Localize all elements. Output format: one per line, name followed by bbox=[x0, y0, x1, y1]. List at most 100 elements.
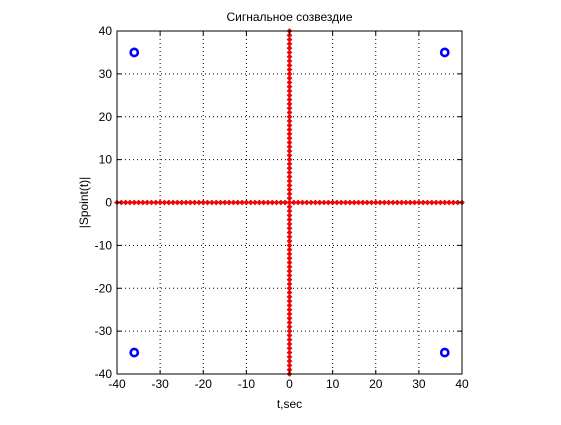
data-markers bbox=[114, 28, 465, 377]
diamond-point bbox=[247, 199, 254, 206]
y-tick-label: 40 bbox=[99, 24, 113, 38]
diamond-point bbox=[286, 126, 293, 133]
diamond-point bbox=[170, 199, 177, 206]
diamond-point bbox=[286, 259, 293, 266]
diamond-point bbox=[286, 358, 293, 365]
diamond-point bbox=[286, 311, 293, 317]
diamond-point bbox=[286, 212, 293, 219]
diamond-point bbox=[286, 220, 293, 227]
diamond-point bbox=[342, 199, 349, 206]
diamond-point bbox=[264, 199, 271, 206]
diamond-point bbox=[157, 199, 164, 206]
diamond-point bbox=[450, 199, 457, 206]
diamond-point bbox=[286, 178, 293, 185]
diamond-point bbox=[424, 199, 431, 206]
diamond-point bbox=[402, 199, 409, 206]
diamond-point bbox=[139, 199, 146, 206]
diamond-point bbox=[286, 332, 293, 339]
diamond-point bbox=[200, 199, 207, 206]
diamond-point bbox=[381, 199, 388, 206]
diamond-point bbox=[286, 216, 293, 223]
y-axis-label: |Spoint(t)| bbox=[77, 177, 91, 229]
diamond-point bbox=[152, 199, 159, 206]
diamond-point bbox=[407, 199, 414, 206]
diamond-point bbox=[277, 199, 284, 206]
diamond-point bbox=[338, 199, 345, 206]
diamond-point bbox=[286, 186, 293, 193]
diamond-point bbox=[346, 199, 353, 206]
y-tick-label: -20 bbox=[95, 281, 113, 295]
diamond-point bbox=[286, 362, 293, 369]
diamond-point bbox=[286, 293, 293, 300]
diamond-point bbox=[390, 199, 396, 206]
diamond-point bbox=[256, 199, 263, 206]
diamond-point bbox=[286, 242, 293, 249]
diamond-point bbox=[286, 66, 293, 73]
diamond-point bbox=[420, 199, 427, 206]
diamond-point bbox=[286, 281, 293, 287]
diamond-point bbox=[286, 75, 293, 82]
diamond-point bbox=[174, 199, 181, 206]
diamond-point bbox=[286, 208, 293, 215]
x-tick-label: -20 bbox=[195, 377, 213, 391]
diamond-point bbox=[286, 58, 293, 64]
diamond-point bbox=[394, 199, 401, 206]
diamond-point bbox=[286, 238, 293, 245]
diamond-point bbox=[433, 199, 440, 206]
diamond-point bbox=[286, 143, 293, 150]
diamond-point bbox=[286, 45, 293, 52]
diamond-point bbox=[368, 199, 375, 206]
diamond-point bbox=[273, 199, 280, 206]
diamond-point bbox=[230, 199, 237, 206]
diamond-point bbox=[118, 199, 125, 206]
diamond-point bbox=[204, 199, 211, 206]
diamond-point bbox=[234, 199, 241, 206]
diamond-point bbox=[437, 199, 444, 206]
constellation-point bbox=[129, 47, 140, 58]
diamond-point bbox=[195, 199, 202, 206]
diamond-point bbox=[286, 53, 293, 60]
diamond-point bbox=[286, 100, 293, 107]
diamond-point bbox=[286, 83, 293, 90]
axis-ticks: -40 -30 -20 -10 0 10 20 30 40 -40 -30 -20 -10 0 10 20 30… bbox=[95, 24, 469, 391]
diamond-point bbox=[286, 246, 293, 253]
diamond-point bbox=[183, 199, 189, 206]
diamond-point bbox=[191, 199, 198, 206]
diamond-point bbox=[286, 139, 293, 146]
diamond-point bbox=[286, 40, 293, 47]
diamond-point bbox=[282, 199, 289, 206]
diamond-point bbox=[286, 225, 293, 232]
diamond-point bbox=[161, 199, 168, 206]
x-tick-label: 20 bbox=[369, 377, 383, 391]
diamond-point bbox=[239, 199, 246, 206]
diamond-point bbox=[243, 199, 250, 206]
diamond-point bbox=[295, 199, 302, 206]
diamond-point bbox=[286, 109, 293, 116]
diamond-point bbox=[286, 345, 293, 352]
diamond-point bbox=[148, 199, 155, 206]
diamond-point bbox=[286, 272, 293, 279]
diamond-point bbox=[126, 199, 133, 206]
y-tick-label: -10 bbox=[95, 238, 113, 252]
diamond-point bbox=[441, 199, 448, 206]
diamond-point bbox=[454, 199, 461, 206]
diamond-point bbox=[286, 62, 293, 69]
diamond-point bbox=[286, 255, 293, 262]
diamond-point bbox=[286, 336, 293, 343]
y-tick-label: 0 bbox=[105, 196, 112, 210]
diamond-point bbox=[308, 199, 315, 206]
diamond-point bbox=[252, 199, 258, 206]
constellation-point bbox=[439, 47, 450, 58]
diamond-point bbox=[260, 199, 267, 206]
diamond-point bbox=[286, 49, 293, 56]
diamond-point bbox=[286, 165, 293, 172]
constellation-point bbox=[129, 347, 140, 358]
diamond-point bbox=[286, 203, 293, 210]
diamond-point bbox=[428, 199, 435, 206]
x-tick-label: 10 bbox=[326, 377, 340, 391]
diamond-point bbox=[286, 96, 293, 103]
diamond-point bbox=[286, 353, 293, 360]
diamond-point bbox=[355, 199, 362, 206]
diamond-point bbox=[372, 199, 379, 206]
